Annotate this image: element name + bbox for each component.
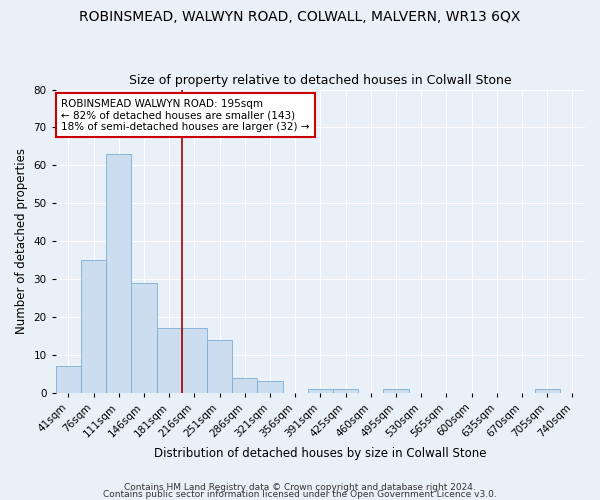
Bar — [81, 260, 106, 393]
Y-axis label: Number of detached properties: Number of detached properties — [15, 148, 28, 334]
Bar — [182, 328, 207, 393]
Text: ROBINSMEAD, WALWYN ROAD, COLWALL, MALVERN, WR13 6QX: ROBINSMEAD, WALWYN ROAD, COLWALL, MALVER… — [79, 10, 521, 24]
Text: ROBINSMEAD WALWYN ROAD: 195sqm
← 82% of detached houses are smaller (143)
18% of: ROBINSMEAD WALWYN ROAD: 195sqm ← 82% of … — [61, 98, 310, 132]
Bar — [56, 366, 81, 393]
Title: Size of property relative to detached houses in Colwall Stone: Size of property relative to detached ho… — [129, 74, 512, 87]
X-axis label: Distribution of detached houses by size in Colwall Stone: Distribution of detached houses by size … — [154, 447, 487, 460]
Bar — [257, 382, 283, 393]
Bar — [333, 389, 358, 393]
Text: Contains public sector information licensed under the Open Government Licence v3: Contains public sector information licen… — [103, 490, 497, 499]
Bar — [308, 389, 333, 393]
Bar — [232, 378, 257, 393]
Bar — [157, 328, 182, 393]
Bar — [106, 154, 131, 393]
Text: Contains HM Land Registry data © Crown copyright and database right 2024.: Contains HM Land Registry data © Crown c… — [124, 484, 476, 492]
Bar — [535, 389, 560, 393]
Bar — [207, 340, 232, 393]
Bar — [383, 389, 409, 393]
Bar — [131, 283, 157, 393]
